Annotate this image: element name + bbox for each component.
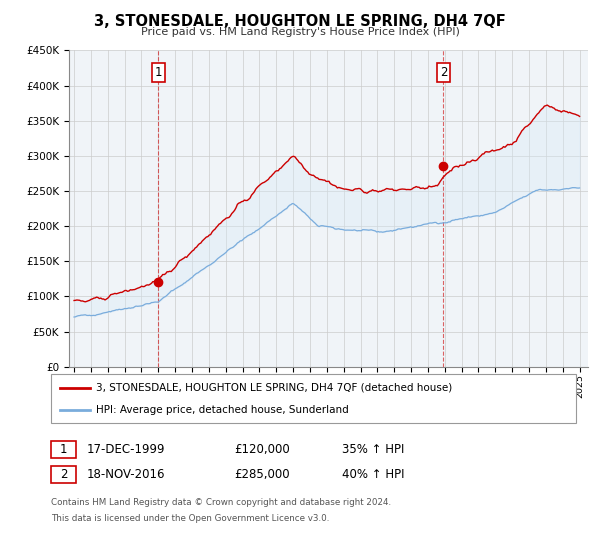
Text: Contains HM Land Registry data © Crown copyright and database right 2024.: Contains HM Land Registry data © Crown c…	[51, 498, 391, 507]
Text: £285,000: £285,000	[234, 468, 290, 482]
Text: £120,000: £120,000	[234, 442, 290, 456]
Text: HPI: Average price, detached house, Sunderland: HPI: Average price, detached house, Sund…	[96, 405, 349, 416]
Text: 18-NOV-2016: 18-NOV-2016	[87, 468, 166, 482]
Text: 40% ↑ HPI: 40% ↑ HPI	[342, 468, 404, 482]
Text: 2: 2	[440, 67, 447, 80]
Text: 1: 1	[60, 442, 67, 456]
Text: 3, STONESDALE, HOUGHTON LE SPRING, DH4 7QF: 3, STONESDALE, HOUGHTON LE SPRING, DH4 7…	[94, 14, 506, 29]
Text: Price paid vs. HM Land Registry's House Price Index (HPI): Price paid vs. HM Land Registry's House …	[140, 27, 460, 37]
Text: 3, STONESDALE, HOUGHTON LE SPRING, DH4 7QF (detached house): 3, STONESDALE, HOUGHTON LE SPRING, DH4 7…	[96, 382, 452, 393]
Text: 1: 1	[155, 67, 162, 80]
Text: 35% ↑ HPI: 35% ↑ HPI	[342, 442, 404, 456]
Text: This data is licensed under the Open Government Licence v3.0.: This data is licensed under the Open Gov…	[51, 514, 329, 522]
Text: 2: 2	[60, 468, 67, 482]
Text: 17-DEC-1999: 17-DEC-1999	[87, 442, 166, 456]
